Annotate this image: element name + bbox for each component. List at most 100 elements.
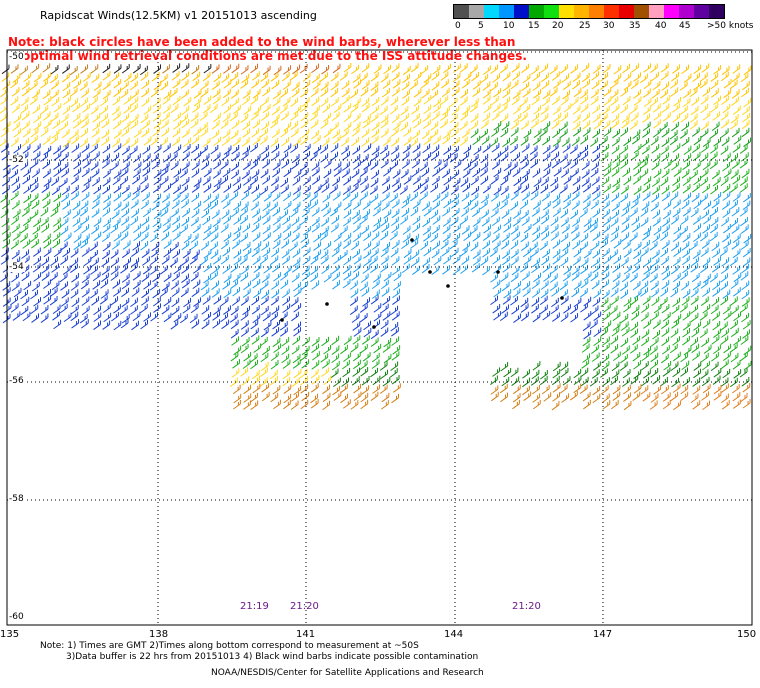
wind-barb: [290, 143, 298, 154]
wind-barb: [740, 224, 749, 234]
wind-barb: [340, 344, 348, 355]
wind-barb: [310, 87, 319, 98]
wind-barb: [41, 183, 50, 194]
wind-barb: [282, 215, 290, 226]
wind-barb: [242, 89, 251, 99]
wind-barb: [470, 200, 479, 211]
wind-barb: [181, 71, 190, 81]
wind-barb: [170, 176, 179, 186]
wind-barb: [623, 265, 632, 275]
wind-barb: [23, 167, 31, 178]
wind-barb: [71, 319, 80, 329]
wind-barb: [271, 105, 280, 116]
wind-barb: [733, 272, 742, 283]
wind-barb: [643, 97, 652, 108]
wind-barb: [270, 360, 279, 370]
wind-barb: [620, 193, 628, 203]
wind-barb: [411, 113, 420, 123]
wind-barb: [662, 271, 670, 281]
wind-barb: [262, 201, 271, 212]
wind-barb: [181, 119, 190, 129]
wind-barb: [572, 184, 581, 195]
wind-barb: [712, 375, 721, 385]
wind-barb: [172, 95, 181, 106]
wind-barb: [693, 175, 701, 186]
wind-barb: [262, 247, 271, 258]
wind-barb: [581, 72, 590, 83]
wind-barb: [300, 280, 309, 291]
wind-barb: [211, 64, 220, 74]
wind-barb: [490, 95, 499, 106]
wind-barb: [641, 351, 650, 362]
wind-barb: [320, 87, 329, 97]
wind-barb: [22, 175, 31, 185]
wind-barb: [41, 223, 49, 233]
wind-barb: [743, 360, 752, 371]
wind-barb: [370, 87, 379, 97]
wind-barb: [232, 176, 241, 187]
wind-barb: [21, 87, 30, 97]
wind-barb: [73, 79, 81, 89]
wind-barb: [739, 207, 748, 217]
wind-barb: [732, 105, 741, 115]
wind-barb: [119, 305, 128, 315]
wind-barb: [671, 319, 680, 329]
wind-barb: [612, 128, 620, 139]
wind-barb: [383, 209, 392, 219]
wind-barb: [21, 249, 29, 259]
wind-barb: [620, 337, 629, 348]
wind-barb: [710, 103, 719, 113]
wind-barb: [132, 241, 141, 251]
wind-barb: [210, 241, 218, 251]
wind-barb: [210, 232, 219, 242]
wind-barb: [651, 160, 660, 171]
wind-barb: [122, 153, 131, 163]
wind-barb: [33, 297, 42, 307]
wind-barb: [81, 288, 90, 298]
wind-barb: [652, 128, 661, 138]
wind-barb: [343, 209, 352, 219]
wind-barb: [160, 167, 169, 177]
wind-barb: [100, 96, 108, 107]
wind-barb: [292, 137, 301, 147]
wind-barb: [122, 192, 131, 202]
wind-barb: [683, 345, 692, 356]
wind-barb: [679, 81, 688, 91]
wind-barb: [601, 393, 610, 403]
wind-barb: [730, 352, 739, 363]
wind-barb: [591, 185, 600, 195]
wind-barb: [401, 199, 410, 209]
wind-barb: [521, 81, 530, 92]
wind-barb: [10, 239, 19, 250]
wind-barb: [150, 87, 159, 98]
wind-barb: [341, 168, 350, 178]
wind-barb: [672, 256, 681, 267]
wind-barb: [252, 119, 261, 129]
wind-barb: [382, 343, 391, 353]
wind-barb: [191, 319, 200, 329]
wind-barb: [451, 193, 459, 203]
wind-barb: [700, 247, 709, 258]
wind-barb: [233, 225, 242, 235]
wind-barb: [173, 168, 182, 178]
wind-barb: [141, 88, 149, 98]
wind-barb: [432, 193, 441, 203]
wind-barb: [261, 241, 269, 251]
wind-barb: [569, 391, 578, 401]
wind-barb: [702, 224, 710, 234]
wind-barb: [539, 295, 548, 306]
wind-barb: [272, 216, 281, 226]
wind-barb: [240, 296, 249, 306]
wind-barb: [583, 249, 592, 259]
wind-barb: [523, 129, 532, 139]
wind-barb: [512, 384, 521, 395]
wind-barb: [142, 265, 151, 275]
wind-barb: [643, 176, 652, 186]
wind-barb: [120, 167, 129, 177]
wind-barb: [661, 327, 670, 337]
wind-barb: [723, 351, 731, 361]
wind-barb: [370, 295, 379, 305]
wind-barb: [572, 127, 581, 137]
wind-barb: [580, 279, 589, 289]
wind-barb: [170, 280, 179, 290]
